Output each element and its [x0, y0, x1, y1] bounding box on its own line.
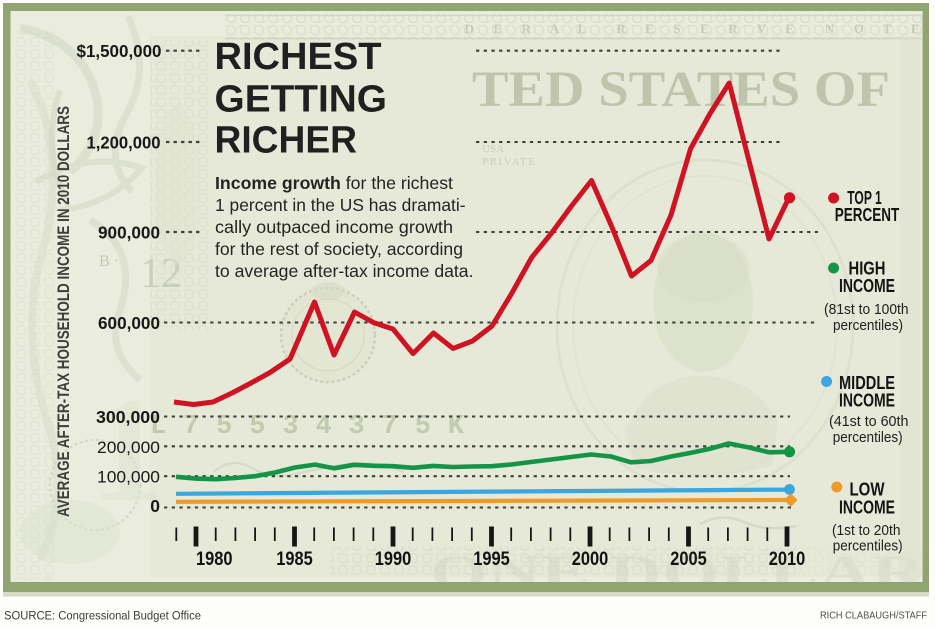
svg-text:SOURCE: Congressional Budget O: SOURCE: Congressional Budget Office [4, 609, 201, 623]
svg-text:HIGH: HIGH [849, 259, 886, 279]
svg-text:ONE DOLLAR: ONE DOLLAR [430, 546, 927, 599]
svg-text:GETTING: GETTING [215, 79, 388, 121]
svg-text:Income growth for the richest: Income growth for the richest [215, 173, 453, 193]
svg-text:RICHER: RICHER [215, 120, 358, 162]
svg-text:AVERAGE AFTER-TAX HOUSEHOLD IN: AVERAGE AFTER-TAX HOUSEHOLD INCOME IN 20… [55, 106, 73, 517]
svg-text:100,000: 100,000 [97, 469, 160, 487]
svg-text:RICHEST: RICHEST [215, 36, 382, 78]
svg-text:percentiles): percentiles) [833, 317, 903, 334]
svg-text:1980: 1980 [196, 549, 233, 570]
svg-text:PERCENT: PERCENT [835, 205, 900, 225]
svg-text:1 percent in the US has dramat: 1 percent in the US has dramati- [215, 195, 466, 215]
svg-text:percentiles): percentiles) [833, 429, 903, 446]
svg-text:USA: USA [482, 143, 504, 155]
svg-text:1985: 1985 [276, 549, 313, 570]
svg-text:INCOME: INCOME [839, 498, 895, 518]
svg-text:for the rest of society, accor: for the rest of society, according [215, 239, 463, 259]
svg-text:INCOME: INCOME [839, 276, 895, 296]
svg-text:to average after-tax income da: to average after-tax income data. [215, 261, 474, 281]
svg-text:RICH CLABAUGH/STAFF: RICH CLABAUGH/STAFF [820, 611, 927, 622]
svg-text:2005: 2005 [670, 549, 707, 570]
svg-text:LOW: LOW [850, 480, 885, 500]
svg-text:900,000: 900,000 [98, 222, 160, 242]
svg-text:(41st to 60th: (41st to 60th [829, 413, 909, 430]
svg-text:TOP 1: TOP 1 [847, 188, 882, 208]
svg-text:2000: 2000 [572, 549, 609, 570]
svg-text:percentiles): percentiles) [833, 538, 903, 555]
svg-text:1990: 1990 [375, 549, 412, 570]
svg-text:INCOME: INCOME [839, 391, 895, 411]
svg-text:1995: 1995 [473, 549, 510, 570]
svg-text:cally outpaced income growth: cally outpaced income growth [215, 217, 453, 237]
svg-text:$1,500,000: $1,500,000 [77, 41, 162, 61]
svg-text:1: 1 [90, 367, 165, 533]
svg-text:TED STATES OF: TED STATES OF [472, 62, 890, 118]
svg-text:(81st to 100th: (81st to 100th [824, 301, 909, 318]
svg-text:300,000: 300,000 [96, 407, 160, 427]
svg-text:200,000: 200,000 [97, 439, 160, 457]
svg-text:PRIVATE: PRIVATE [482, 156, 536, 168]
svg-text:1,200,000: 1,200,000 [87, 133, 161, 153]
svg-text:0: 0 [150, 496, 160, 516]
svg-text:MIDDLE: MIDDLE [839, 373, 895, 393]
svg-text:B ·: B · [99, 253, 119, 270]
svg-text:(1st to 20th: (1st to 20th [832, 522, 901, 539]
svg-text:2010: 2010 [769, 549, 806, 570]
svg-text:600,000: 600,000 [98, 313, 160, 333]
